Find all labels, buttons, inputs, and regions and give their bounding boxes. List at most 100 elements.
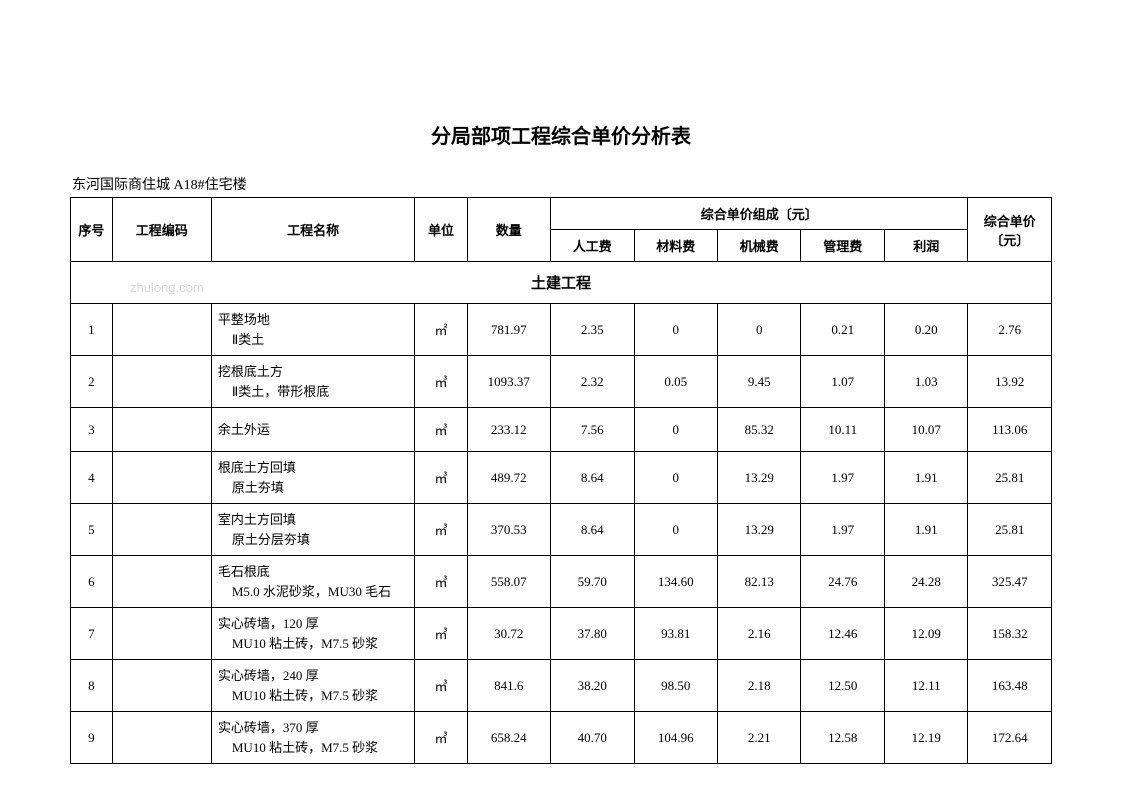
cell-mgmt: 1.07 (801, 356, 884, 408)
cell-profit: 24.28 (884, 556, 967, 608)
cell-qty: 370.53 (467, 504, 550, 556)
cell-name: 室内土方回填原土分层夯填 (211, 504, 415, 556)
cell-labor: 2.35 (551, 304, 634, 356)
cell-unit: ㎥ (415, 452, 467, 504)
cell-seq: 6 (71, 556, 113, 608)
cell-unit: ㎥ (415, 712, 467, 764)
cell-material: 0 (634, 408, 717, 452)
project-subtitle: 东河国际商住城 A18#住宅楼 (70, 174, 1052, 194)
table-row: 6毛石根底M5.0 水泥砂浆，MU30 毛石㎥558.0759.70134.60… (71, 556, 1052, 608)
cell-material: 93.81 (634, 608, 717, 660)
cell-material: 0.05 (634, 356, 717, 408)
header-seq: 序号 (71, 198, 113, 262)
cell-seq: 3 (71, 408, 113, 452)
cell-profit: 12.19 (884, 712, 967, 764)
cell-name: 平整场地Ⅱ类土 (211, 304, 415, 356)
cell-name: 根底土方回填原土夯填 (211, 452, 415, 504)
cell-mgmt: 10.11 (801, 408, 884, 452)
cell-name: 毛石根底M5.0 水泥砂浆，MU30 毛石 (211, 556, 415, 608)
cell-unit: ㎡ (415, 304, 467, 356)
cell-total: 163.48 (968, 660, 1052, 712)
cell-unit: ㎥ (415, 660, 467, 712)
cell-machine: 9.45 (718, 356, 801, 408)
table-row: 9实心砖墙，370 厚MU10 粘土砖，M7.5 砂浆㎥658.2440.701… (71, 712, 1052, 764)
header-labor: 人工费 (551, 230, 634, 262)
cell-seq: 4 (71, 452, 113, 504)
cell-qty: 658.24 (467, 712, 550, 764)
cell-machine: 2.18 (718, 660, 801, 712)
cell-seq: 9 (71, 712, 113, 764)
cell-material: 0 (634, 452, 717, 504)
header-qty: 数量 (467, 198, 550, 262)
cell-mgmt: 1.97 (801, 504, 884, 556)
cell-machine: 85.32 (718, 408, 801, 452)
cell-name: 余土外运 (211, 408, 415, 452)
table-row: 2挖根底土方Ⅱ类土，带形根底㎥1093.372.320.059.451.071.… (71, 356, 1052, 408)
header-machine: 机械费 (718, 230, 801, 262)
cell-mgmt: 12.46 (801, 608, 884, 660)
cell-total: 13.92 (968, 356, 1052, 408)
cell-total: 172.64 (968, 712, 1052, 764)
header-unit: 单位 (415, 198, 467, 262)
cell-labor: 37.80 (551, 608, 634, 660)
cell-code (112, 452, 211, 504)
cell-unit: ㎥ (415, 504, 467, 556)
cell-mgmt: 12.50 (801, 660, 884, 712)
table-row: 4根底土方回填原土夯填㎥489.728.64013.291.971.9125.8… (71, 452, 1052, 504)
price-analysis-table: 序号 工程编码 工程名称 单位 数量 综合单价组成〔元〕 综合单价〔元〕 人工费… (70, 197, 1052, 764)
header-code: 工程编码 (112, 198, 211, 262)
cell-mgmt: 0.21 (801, 304, 884, 356)
header-total: 综合单价〔元〕 (968, 198, 1052, 262)
cell-code (112, 556, 211, 608)
cell-seq: 5 (71, 504, 113, 556)
cell-profit: 12.11 (884, 660, 967, 712)
cell-profit: 10.07 (884, 408, 967, 452)
table-row: 1平整场地Ⅱ类土㎡781.972.35000.210.202.76 (71, 304, 1052, 356)
cell-mgmt: 24.76 (801, 556, 884, 608)
cell-code (112, 660, 211, 712)
cell-machine: 2.21 (718, 712, 801, 764)
cell-qty: 781.97 (467, 304, 550, 356)
cell-profit: 1.91 (884, 452, 967, 504)
cell-qty: 841.6 (467, 660, 550, 712)
cell-profit: 1.03 (884, 356, 967, 408)
cell-name: 实心砖墙，240 厚MU10 粘土砖，M7.5 砂浆 (211, 660, 415, 712)
header-mgmt: 管理费 (801, 230, 884, 262)
cell-material: 98.50 (634, 660, 717, 712)
cell-total: 25.81 (968, 504, 1052, 556)
cell-qty: 1093.37 (467, 356, 550, 408)
cell-code (112, 356, 211, 408)
header-profit: 利润 (884, 230, 967, 262)
cell-qty: 558.07 (467, 556, 550, 608)
cell-labor: 2.32 (551, 356, 634, 408)
cell-labor: 8.64 (551, 504, 634, 556)
cell-profit: 1.91 (884, 504, 967, 556)
cell-machine: 82.13 (718, 556, 801, 608)
cell-profit: 0.20 (884, 304, 967, 356)
cell-material: 0 (634, 504, 717, 556)
cell-name: 实心砖墙，120 厚MU10 粘土砖，M7.5 砂浆 (211, 608, 415, 660)
cell-material: 134.60 (634, 556, 717, 608)
cell-seq: 2 (71, 356, 113, 408)
cell-code (112, 504, 211, 556)
header-material: 材料费 (634, 230, 717, 262)
cell-total: 158.32 (968, 608, 1052, 660)
cell-qty: 489.72 (467, 452, 550, 504)
header-composition: 综合单价组成〔元〕 (551, 198, 968, 230)
cell-unit: ㎥ (415, 556, 467, 608)
cell-machine: 13.29 (718, 504, 801, 556)
cell-machine: 0 (718, 304, 801, 356)
table-row: 5 室内土方回填原土分层夯填㎥370.538.64013.291.971.9125… (71, 504, 1052, 556)
section-header-row: 土建工程 (71, 262, 1052, 304)
cell-qty: 233.12 (467, 408, 550, 452)
cell-machine: 2.16 (718, 608, 801, 660)
cell-code (112, 304, 211, 356)
section-title: 土建工程 (71, 262, 1052, 304)
cell-code (112, 608, 211, 660)
cell-labor: 7.56 (551, 408, 634, 452)
cell-name: 挖根底土方Ⅱ类土，带形根底 (211, 356, 415, 408)
cell-unit: ㎥ (415, 608, 467, 660)
cell-profit: 12.09 (884, 608, 967, 660)
cell-total: 113.06 (968, 408, 1052, 452)
cell-labor: 40.70 (551, 712, 634, 764)
